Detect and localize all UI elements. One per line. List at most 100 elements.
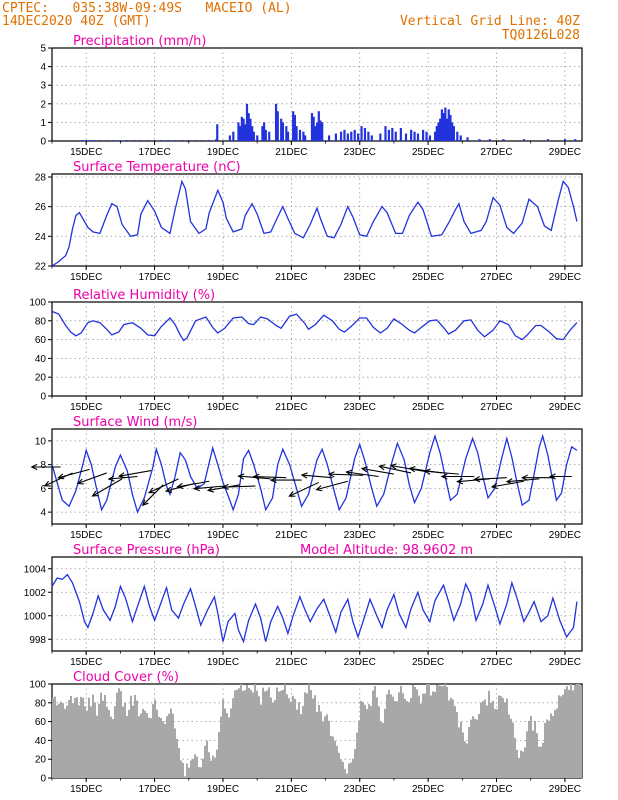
cloud-bar (316, 712, 318, 778)
cloud-bar (454, 706, 456, 778)
cloud-bar (126, 715, 128, 778)
cloud-bar (54, 696, 56, 778)
wind-ytick-label: 8 (40, 460, 46, 471)
cloud-bar (160, 718, 162, 778)
precipitation-xtick-label: 17DEC (138, 147, 170, 158)
cloud-bar (408, 702, 410, 778)
precip-bar (466, 137, 469, 141)
cloud-bar (558, 695, 560, 778)
wind-xtick-label: 17DEC (138, 530, 170, 541)
precip-bar (314, 126, 317, 141)
cloud-bar (466, 743, 468, 778)
precip-bar (139, 140, 143, 141)
pressure-xtick-label: 25DEC (412, 657, 444, 668)
precip-bar (239, 126, 242, 141)
cloud-bar (342, 761, 344, 778)
precip-bar (251, 126, 254, 141)
cloud-bar (566, 686, 568, 778)
header-model: TQ0126L028 (502, 28, 580, 43)
cloud-bar (392, 696, 394, 778)
cloud-bar (222, 699, 224, 778)
precip-bar (339, 131, 343, 141)
cloud-bar (490, 702, 492, 778)
wind-vector (91, 478, 123, 497)
cloud-bar (218, 732, 220, 778)
precip-bar (98, 140, 102, 141)
cloud-bar (324, 716, 326, 778)
precip-bar (119, 140, 122, 141)
precip-bar (478, 139, 481, 141)
precip-bar (133, 140, 136, 141)
cloud-bar (332, 736, 334, 778)
humidity-xtick-label: 25DEC (412, 402, 444, 413)
precip-bar (440, 109, 444, 141)
cloud-bar (366, 709, 368, 778)
cloud-bar (336, 745, 338, 778)
precip-bar (370, 135, 373, 141)
pressure-line (51, 573, 578, 644)
precip-bar (146, 140, 149, 141)
cloud-bar (76, 697, 78, 778)
humidity-xtick-label: 21DEC (275, 402, 307, 413)
cloud-bar (206, 740, 208, 778)
precip-bar (286, 131, 290, 141)
cloud-bar (278, 691, 280, 778)
precip-bar (208, 140, 211, 141)
cloud-bar (102, 700, 104, 778)
precip-bar (285, 126, 288, 141)
cloud-bar (452, 699, 454, 778)
cloud-bar (554, 710, 556, 778)
cloud-bar (86, 710, 88, 778)
cloud-ytick-label: 100 (29, 680, 46, 691)
humidity-title: Relative Humidity (%) (73, 288, 215, 303)
cloud-bar (506, 698, 508, 778)
cloud-bar (74, 697, 76, 778)
cloud-bar (262, 687, 264, 778)
cloud-bar (370, 706, 372, 778)
cloud-bar (128, 709, 130, 778)
cloud-bar (372, 690, 374, 778)
wind-vector (378, 464, 412, 474)
cloud-bar (320, 711, 322, 778)
cloud-bar (312, 698, 314, 778)
temperature-panel: 15DEC 17DEC 19DEC 21DEC 23DEC 25DEC 27DEC 29DEC… (35, 160, 583, 283)
cloud-bar (414, 686, 416, 778)
cloud-bar (406, 700, 408, 778)
cloud-bar (236, 689, 238, 778)
cloud-bar (510, 718, 512, 778)
cloud-bar (348, 763, 350, 778)
cloud-bar (58, 703, 60, 778)
humidity-xtick-label: 19DEC (207, 402, 239, 413)
temperature-title: Surface Temperature (nC) (73, 160, 241, 175)
cloud-bar (478, 714, 480, 778)
cloud-bar (326, 714, 328, 778)
wind-vector (30, 463, 61, 471)
cloud-bar (456, 712, 458, 778)
wind-vector (176, 480, 210, 490)
cloud-bar (494, 709, 496, 778)
cloud-bar (404, 698, 406, 778)
wind-ytick-label: 4 (40, 508, 46, 519)
pressure-ytick-label: 1004 (24, 564, 47, 575)
cloud-bar (488, 690, 490, 778)
cloud-bar (574, 685, 576, 778)
precip-bar (413, 131, 416, 141)
cloud-bar (148, 717, 150, 778)
cloud-bar (192, 759, 194, 778)
precip-bar (447, 109, 450, 141)
precip-bar (126, 140, 129, 141)
cloud-bar (194, 754, 196, 778)
cloud-bar (152, 704, 154, 778)
cloud-bar (346, 773, 348, 778)
cloud-bar (166, 716, 168, 778)
precip-bar (242, 118, 245, 141)
cloud-bar (576, 684, 578, 778)
precip-bar (216, 124, 219, 141)
cloud-ytick-label: 60 (35, 717, 47, 728)
cloud-xtick-label: 25DEC (412, 784, 444, 795)
cloud-bar (412, 684, 414, 778)
cloud-bar (248, 687, 250, 778)
cloud-bar (214, 757, 216, 778)
cloud-bar (252, 692, 254, 778)
cloud-bar (564, 689, 566, 778)
